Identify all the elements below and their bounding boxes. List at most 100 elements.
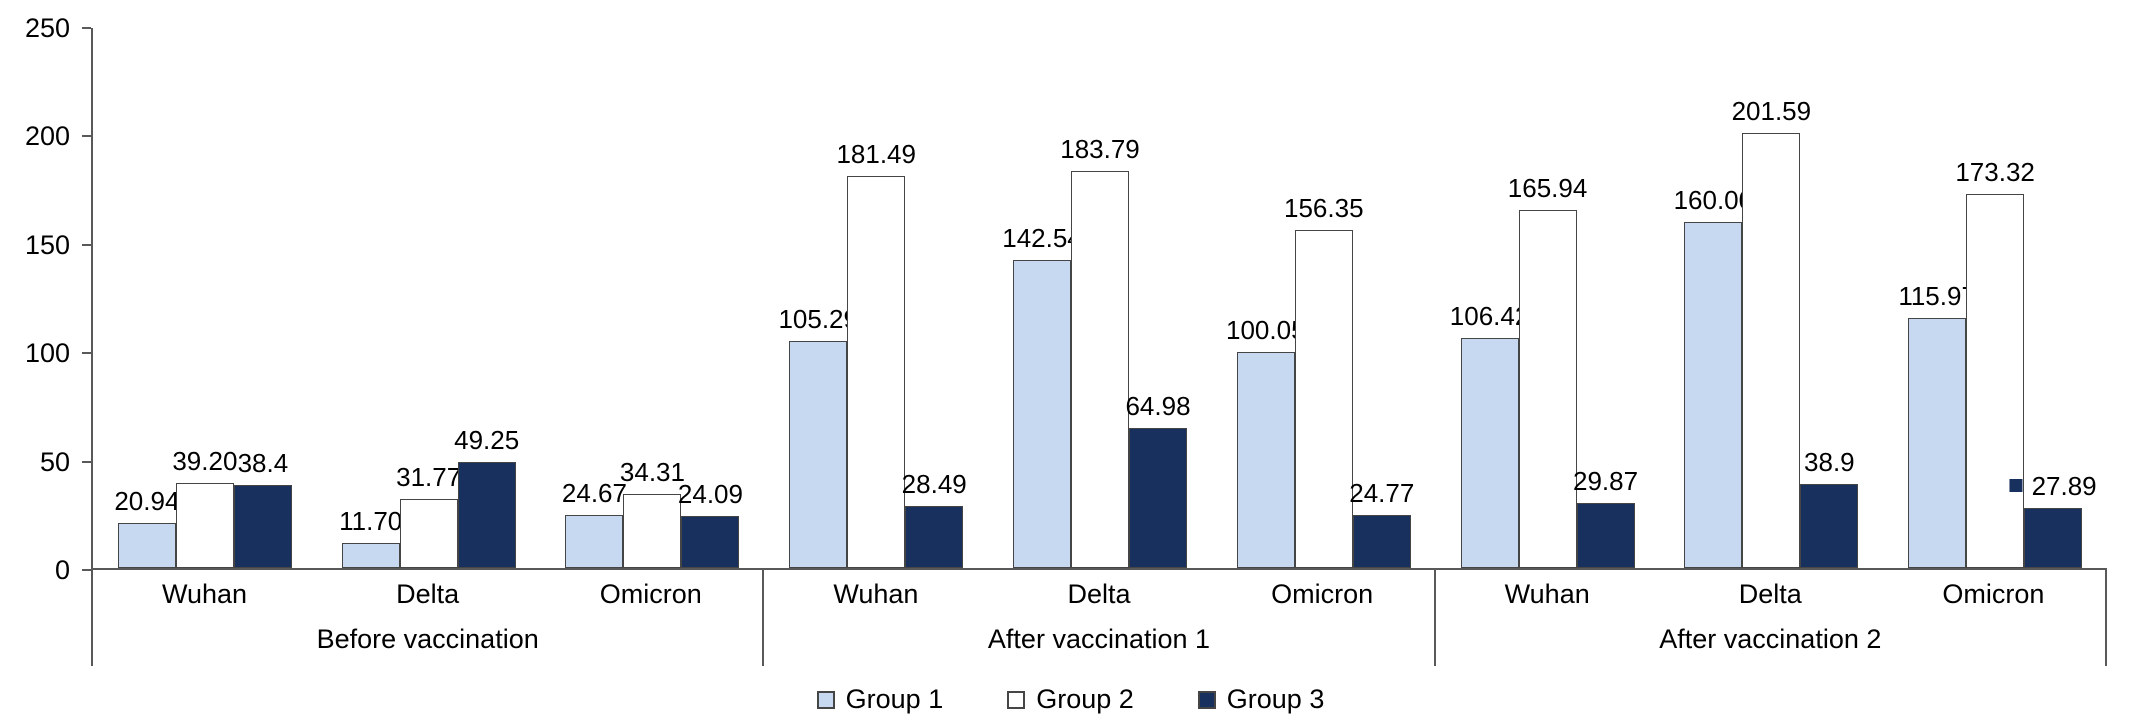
variant-label-row: Wuhan Delta Omicron bbox=[1436, 570, 2105, 619]
bar-value-label: 24.09 bbox=[678, 480, 743, 508]
bar-value-text: 49.25 bbox=[454, 424, 520, 455]
bar-value-label: 24.67 bbox=[562, 479, 627, 507]
bar-value-text: 142.54 bbox=[1002, 223, 1082, 254]
bar-slot: 29.87 bbox=[1573, 28, 1638, 568]
bar-value-text: 11.70 bbox=[339, 505, 403, 536]
bar-group-2 bbox=[399, 499, 458, 568]
bar-group-1: 20.94 39.20 38.4 11.70 31.77 49.25 24.67 34.31 2… bbox=[93, 28, 764, 568]
bar-group-2 bbox=[623, 493, 682, 568]
bar-value-label: 29.87 bbox=[1573, 467, 1638, 495]
bar-slot: 183.79 bbox=[1060, 28, 1140, 568]
bar-value-text: 24.77 bbox=[1349, 477, 1415, 508]
bar-group-1 bbox=[565, 514, 624, 568]
bar-slot: 34.31 bbox=[620, 28, 685, 568]
bar-group-3 bbox=[2024, 507, 2083, 568]
bar-slot: 181.49 bbox=[836, 28, 916, 568]
bar-group-2 bbox=[1966, 193, 2025, 568]
legend-swatch bbox=[816, 690, 835, 709]
legend-item-group-3: Group 3 bbox=[1197, 684, 1325, 715]
bar-slot: 100.05 bbox=[1226, 28, 1306, 568]
bar-value-text: 183.79 bbox=[1060, 134, 1140, 165]
bar-slot: 115.97 bbox=[1898, 28, 1976, 568]
bar-slot: 105.29 bbox=[778, 28, 858, 568]
bar-value-text: 100.05 bbox=[1226, 314, 1306, 345]
bar-group-3 bbox=[1129, 427, 1187, 568]
group-label: After vaccination 2 bbox=[1659, 624, 1882, 654]
y-tick-mark bbox=[82, 243, 91, 246]
bar-value-text: 156.35 bbox=[1284, 193, 1364, 224]
bar-slot: 24.09 bbox=[678, 28, 743, 568]
bar-group-1 bbox=[1684, 222, 1743, 568]
bar-group-1 bbox=[1236, 351, 1295, 568]
data-label-marker-square bbox=[2009, 479, 2023, 493]
group-label: After vaccination 1 bbox=[987, 624, 1211, 654]
plot-area: 20.94 39.20 38.4 11.70 31.77 49.25 24.67 34.31 2… bbox=[91, 28, 2107, 570]
bar-group-3 bbox=[233, 485, 292, 568]
bar-group-1 bbox=[341, 542, 400, 568]
bar-value-text: 31.77 bbox=[396, 462, 462, 493]
bar-value-text: 106.42 bbox=[1449, 301, 1530, 332]
category-label-delta: Delta bbox=[396, 579, 460, 609]
bar-group-1 bbox=[1460, 338, 1519, 568]
bar-group-1 bbox=[789, 340, 848, 568]
bar-group-3 bbox=[681, 515, 740, 568]
variant-label-row: Wuhan Delta Omicron bbox=[764, 570, 1433, 619]
variant-label-row: Wuhan Delta Omicron bbox=[93, 570, 762, 619]
bar-value-text: 181.49 bbox=[836, 138, 916, 169]
bar-slot: 165.94 bbox=[1508, 28, 1587, 568]
bar-value-text: 27.89 bbox=[2031, 470, 2097, 501]
y-tick-mark bbox=[82, 27, 91, 29]
category-label-wuhan: Wuhan bbox=[833, 579, 919, 609]
bar-group-1 bbox=[1908, 317, 1967, 568]
bar-slot: 201.59 bbox=[1732, 28, 1811, 568]
y-tick-label: 150 bbox=[24, 229, 70, 260]
bar-value-label: 20.94 bbox=[114, 487, 179, 515]
bar-slot: 27.89 bbox=[2009, 28, 2097, 568]
bar-cluster-omicron: 100.05 156.35 24.77 bbox=[1212, 28, 1436, 568]
group-label: Before vaccination bbox=[316, 624, 539, 654]
y-tick-label: 50 bbox=[39, 446, 70, 477]
bar-value-label: 160.00 bbox=[1674, 186, 1754, 214]
bar-value-label: 106.42 bbox=[1450, 302, 1530, 330]
bar-value-text: 38.4 bbox=[237, 448, 289, 479]
bar-group-2: 105.29 181.49 28.49 142.54 183.79 64.98 100.05… bbox=[764, 28, 1435, 568]
category-label-delta: Delta bbox=[1738, 579, 1802, 609]
bar-value-text: 20.94 bbox=[114, 485, 180, 516]
bar-value-text: 64.98 bbox=[1125, 390, 1191, 421]
bar-value-label: 27.89 bbox=[2009, 470, 2097, 501]
bar-value-label: 156.35 bbox=[1284, 194, 1364, 222]
y-tick-mark bbox=[82, 352, 91, 355]
bar-slot: 49.25 bbox=[454, 28, 519, 568]
bar-slot: 31.77 bbox=[396, 28, 461, 568]
y-tick-label: 200 bbox=[24, 121, 70, 152]
bar-slot: 24.77 bbox=[1349, 28, 1414, 568]
y-tick-label: 100 bbox=[24, 338, 70, 369]
bar-group-2 bbox=[1071, 171, 1129, 568]
bar-value-label: 183.79 bbox=[1060, 135, 1140, 163]
bar-cluster-wuhan: 105.29 181.49 28.49 bbox=[764, 28, 988, 568]
bar-cluster-wuhan: 106.42 165.94 29.87 bbox=[1436, 28, 1660, 568]
bar-value-label: 49.25 bbox=[454, 426, 519, 454]
bar-cluster-omicron: 115.97 173.32 27.89 bbox=[1883, 28, 2107, 568]
bar-value-label: 38.9 bbox=[1804, 448, 1855, 476]
category-label-delta: Delta bbox=[1067, 579, 1131, 609]
bar-group-3 bbox=[905, 506, 964, 568]
bar-value-text: 173.32 bbox=[1955, 156, 2035, 187]
legend: Group 1 Group 2 Group 3 bbox=[0, 684, 2141, 715]
category-label-omicron: Omicron bbox=[1271, 579, 1374, 609]
bar-value-text: 34.31 bbox=[619, 456, 685, 487]
bar-slot: 156.35 bbox=[1284, 28, 1364, 568]
bar-value-label: 38.4 bbox=[238, 449, 289, 477]
legend-label: Group 3 bbox=[1226, 684, 1325, 714]
bar-group-3 bbox=[457, 461, 516, 568]
bar-value-label: 64.98 bbox=[1125, 392, 1190, 420]
bar-value-label: 173.32 bbox=[1955, 158, 2035, 186]
category-label-omicron: Omicron bbox=[599, 579, 702, 609]
bar-value-label: 142.54 bbox=[1002, 224, 1082, 252]
bar-value-label: 115.97 bbox=[1898, 282, 1976, 310]
y-tick-mark bbox=[82, 135, 91, 138]
category-label-wuhan: Wuhan bbox=[1504, 579, 1590, 609]
bar-slot: 38.9 bbox=[1800, 28, 1859, 568]
y-tick-mark bbox=[82, 460, 91, 463]
bar-cluster-wuhan: 20.94 39.20 38.4 bbox=[93, 28, 317, 568]
